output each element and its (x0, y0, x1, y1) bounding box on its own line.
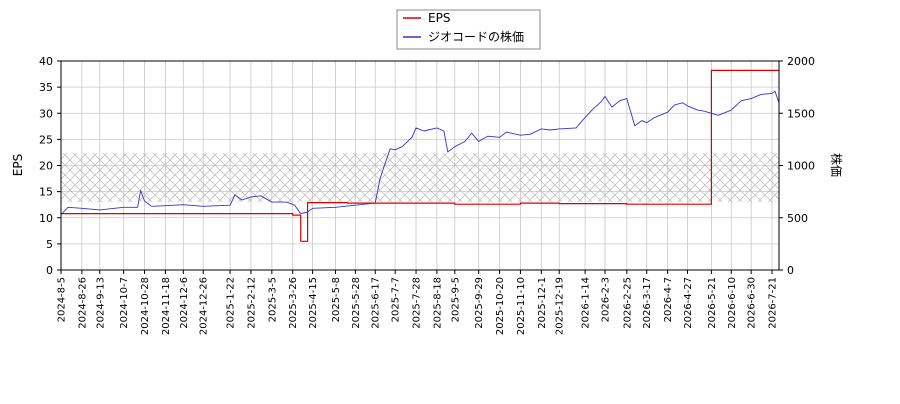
x-tick-label: 2026-3-17 (642, 277, 653, 329)
right-axis-label: 株価 (829, 153, 844, 177)
y-tick-label-left: 15 (39, 186, 53, 199)
x-tick-label: 2024-8-26 (77, 277, 88, 329)
x-tick-label: 2025-5-28 (351, 277, 362, 329)
x-tick-label: 2025-1-22 (226, 277, 237, 329)
legend-box (396, 9, 541, 50)
x-tick-label: 2024-10-28 (140, 277, 151, 335)
x-tick-label: 2026-2-25 (622, 277, 633, 329)
x-tick-label: 2025-8-18 (432, 277, 443, 329)
x-tick-label: 2026-6-30 (747, 277, 758, 329)
legend: EPS ジオコードの株価 (396, 9, 541, 50)
x-tick-label: 2024-12-26 (199, 277, 210, 335)
y-tick-label-left: 20 (39, 160, 53, 173)
x-tick-label: 2025-2-12 (246, 277, 257, 329)
eps-series-line (61, 69, 779, 242)
x-tick-label: 2025-3-5 (267, 277, 278, 322)
x-tick-label: 2025-11-10 (516, 277, 527, 335)
x-tick-label: 2025-12-19 (555, 277, 566, 335)
x-tick-label: 2025-10-20 (495, 277, 506, 335)
x-tick-label: 2026-6-10 (727, 277, 738, 329)
x-tick-label: 2024-10-7 (119, 277, 130, 329)
x-tick-label: 2025-3-26 (288, 277, 299, 329)
x-tick-label: 2024-11-18 (161, 277, 172, 335)
y-tick-label-left: 30 (39, 107, 53, 120)
y-tick-label-right: 0 (787, 264, 794, 277)
x-tick-label: 2025-9-29 (474, 277, 485, 329)
x-tick-label: 2026-4-7 (663, 277, 674, 322)
x-tick-label: 2025-5-8 (331, 277, 342, 322)
y-tick-label-left: 35 (39, 81, 53, 94)
x-tick-label: 2026-4-27 (683, 277, 694, 329)
y-tick-label-right: 1000 (787, 160, 815, 173)
hatched-band (61, 152, 779, 203)
x-tick-label: 2024-9-13 (95, 277, 106, 329)
x-tick-label: 2025-7-7 (391, 277, 402, 322)
legend-label-stock: ジオコードの株価 (428, 29, 524, 44)
x-tick-label: 2025-12-1 (537, 277, 548, 329)
y-tick-label-right: 2000 (787, 55, 815, 68)
left-axis-label: EPS (11, 154, 25, 176)
y-tick-label-right: 1500 (787, 107, 815, 120)
y-tick-label-left: 0 (46, 264, 53, 277)
x-tick-label: 2024-12-6 (179, 277, 190, 329)
x-tick-label: 2025-4-15 (308, 277, 319, 329)
x-tick-label: 2024-8-5 (57, 277, 68, 322)
legend-label-eps: EPS (428, 11, 450, 25)
x-tick-label: 2026-2-3 (600, 277, 611, 322)
x-tick-label: 2026-1-14 (581, 277, 592, 329)
y-tick-label-left: 10 (39, 212, 53, 225)
x-tick-label: 2026-7-21 (768, 277, 779, 329)
x-tick-label: 2026-5-21 (707, 277, 718, 329)
x-tick-label: 2025-7-28 (412, 277, 423, 329)
stock-price-series-line (61, 90, 779, 215)
y-tick-label-left: 25 (39, 133, 53, 146)
y-tick-label-left: 40 (39, 55, 53, 68)
y-tick-label-left: 5 (46, 238, 53, 251)
x-tick-label: 2025-9-5 (450, 277, 461, 322)
y-tick-label-right: 500 (787, 212, 808, 225)
x-tick-label: 2025-6-17 (371, 277, 382, 329)
